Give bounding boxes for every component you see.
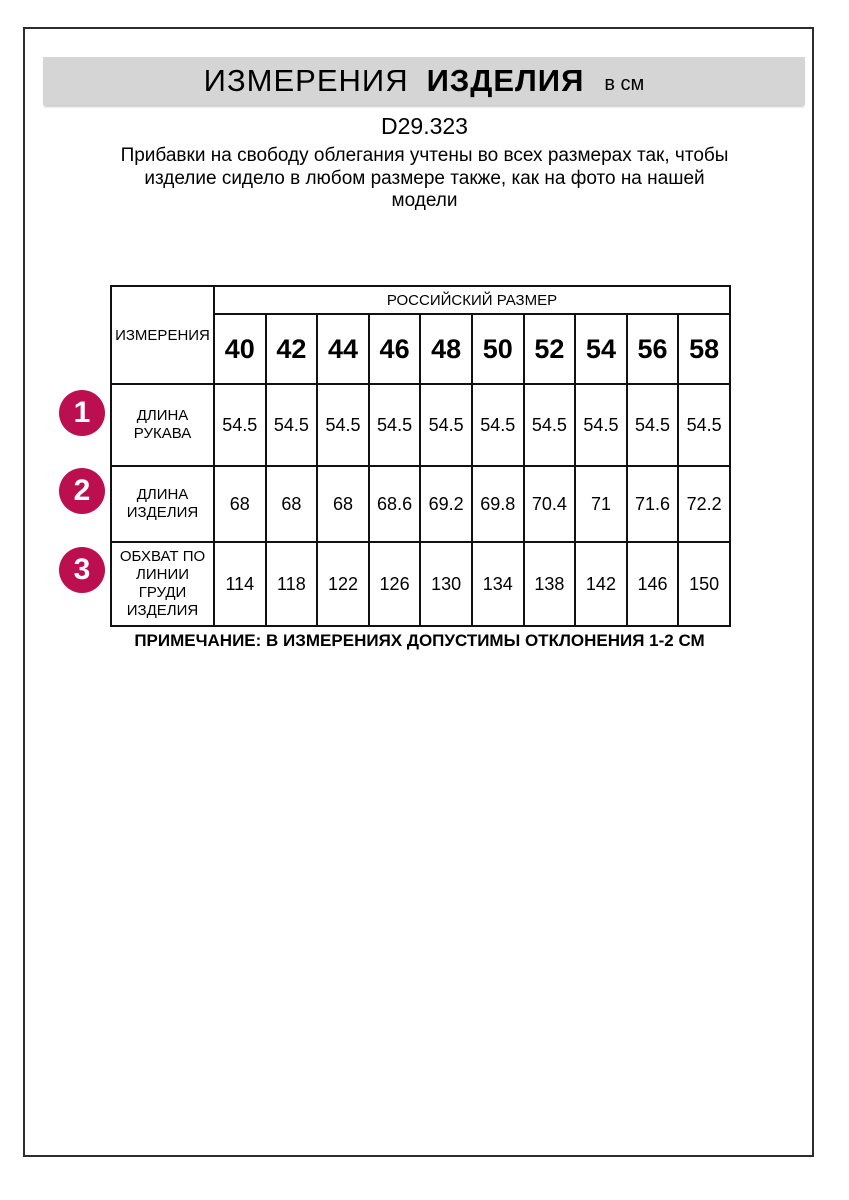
value-cell: 54.5 (522, 383, 577, 467)
row-marker-badge-3: 3 (59, 547, 105, 593)
page-border (23, 27, 814, 1157)
value-cell: 68.6 (367, 465, 422, 543)
table-row-item-length: ДЛИНА ИЗДЕЛИЯ 68 68 68 68.6 69.2 69.8 70… (110, 465, 731, 543)
value-cell: 138 (522, 541, 577, 627)
value-cell: 71.6 (625, 465, 680, 543)
size-cell: 50 (470, 313, 525, 385)
size-table: ИЗМЕРЕНИЯ РОССИЙСКИЙ РАЗМЕР 40 42 44 46 … (110, 285, 731, 627)
size-cell: 48 (419, 313, 473, 385)
table-row-sleeve-length: ДЛИНА РУКАВА 54.5 54.5 54.5 54.5 54.5 54… (110, 383, 731, 467)
fit-description-line-1: Прибавки на свободу облегания учтены во … (120, 145, 729, 166)
value-cell: 68 (213, 465, 267, 543)
value-cell: 69.8 (470, 465, 525, 543)
value-cell: 126 (367, 541, 422, 627)
value-cell: 134 (470, 541, 525, 627)
value-cell: 54.5 (419, 383, 473, 467)
product-code: D29.323 (381, 113, 468, 139)
size-cell: 54 (574, 313, 628, 385)
size-cell: 46 (367, 313, 422, 385)
value-cell: 54.5 (367, 383, 422, 467)
measurements-header-cell: ИЗМЕРЕНИЯ (110, 285, 215, 385)
size-cell: 42 (264, 313, 319, 385)
russian-size-header-cell: РОССИЙСКИЙ РАЗМЕР (213, 285, 731, 315)
value-cell: 70.4 (522, 465, 577, 543)
row-label: ОБХВАТ ПО ЛИНИИ ГРУДИ ИЗДЕЛИЯ (110, 541, 215, 627)
size-cell: 58 (677, 313, 731, 385)
tolerance-note: ПРИМЕЧАНИЕ: В ИЗМЕРЕНИЯХ ДОПУСТИМЫ ОТКЛО… (134, 631, 705, 650)
fit-description-line-3: модели (391, 190, 458, 211)
value-cell: 142 (574, 541, 628, 627)
value-cell: 68 (316, 465, 370, 543)
value-cell: 114 (213, 541, 267, 627)
value-cell: 146 (625, 541, 680, 627)
value-cell: 54.5 (213, 383, 267, 467)
value-cell: 54.5 (677, 383, 731, 467)
value-cell: 122 (316, 541, 370, 627)
row-label: ДЛИНА РУКАВА (110, 383, 215, 467)
table-row-chest-girth: ОБХВАТ ПО ЛИНИИ ГРУДИ ИЗДЕЛИЯ 114 118 12… (110, 541, 731, 627)
row-marker-badge-1: 1 (59, 390, 105, 436)
value-cell: 150 (677, 541, 731, 627)
value-cell: 54.5 (574, 383, 628, 467)
value-cell: 68 (264, 465, 319, 543)
row-marker-badge-2: 2 (59, 468, 105, 514)
size-cell: 44 (316, 313, 370, 385)
title-main: ИЗМЕРЕНИЯ (203, 63, 409, 98)
row-label: ДЛИНА ИЗДЕЛИЯ (110, 465, 215, 543)
value-cell: 54.5 (316, 383, 370, 467)
table-row: 40 42 44 46 48 50 52 54 56 58 (111, 313, 731, 385)
size-cell: 40 (213, 313, 267, 385)
value-cell: 71 (574, 465, 628, 543)
table-row: ИЗМЕРЕНИЯ РОССИЙСКИЙ РАЗМЕР (110, 285, 731, 385)
value-cell: 118 (264, 541, 319, 627)
size-cell: 52 (522, 313, 577, 385)
value-cell: 72.2 (677, 465, 731, 543)
value-cell: 69.2 (419, 465, 473, 543)
fit-description-line-2: изделие сидело в любом размере также, ка… (144, 167, 705, 189)
title-banner: ИЗМЕРЕНИЯ ИЗДЕЛИЯ в см (43, 57, 805, 105)
title-emphasis: ИЗДЕЛИЯ (426, 63, 585, 98)
value-cell: 54.5 (264, 383, 319, 467)
value-cell: 54.5 (470, 383, 525, 467)
value-cell: 54.5 (625, 383, 680, 467)
value-cell: 130 (419, 541, 473, 627)
fit-description: Прибавки на свободу облегания учтены во … (0, 145, 849, 213)
size-cell: 56 (625, 313, 680, 385)
title-unit: в см (604, 72, 645, 95)
